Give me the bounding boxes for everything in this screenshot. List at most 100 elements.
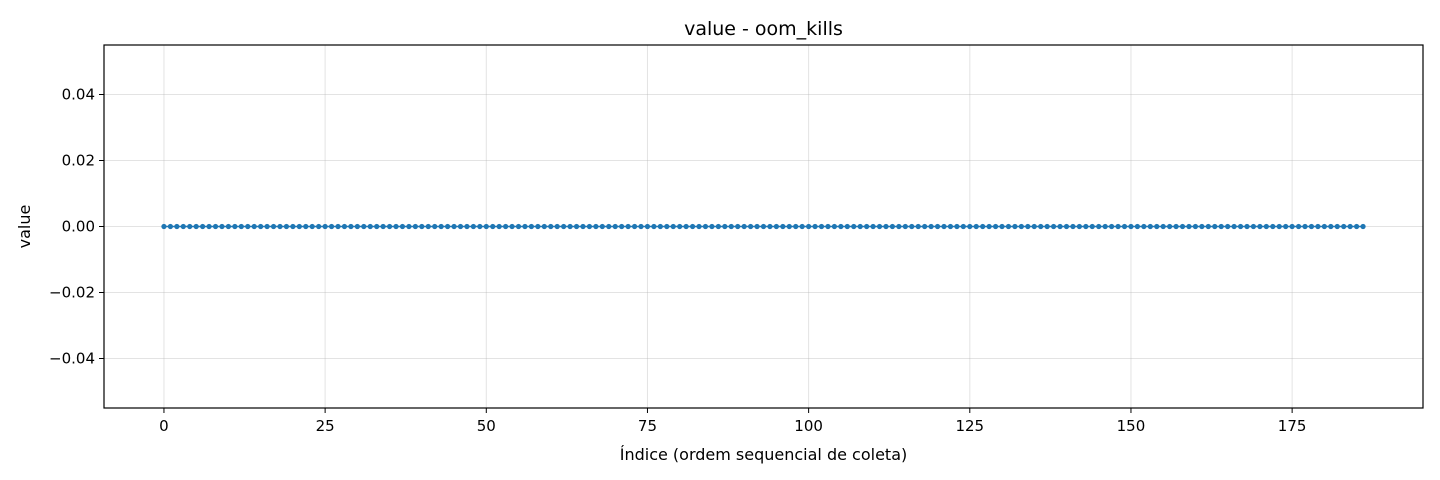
- data-point: [915, 223, 921, 230]
- data-point: [1076, 223, 1082, 230]
- data-point: [1089, 223, 1095, 230]
- data-point: [328, 223, 335, 230]
- data-point: [851, 223, 857, 230]
- data-point: [715, 223, 721, 230]
- data-point: [561, 223, 567, 230]
- data-point: [799, 223, 805, 230]
- data-point: [1186, 223, 1192, 230]
- data-point: [200, 223, 206, 230]
- data-point: [1276, 223, 1282, 230]
- data-point: [270, 223, 277, 230]
- data-point: [1070, 223, 1076, 230]
- data-point: [1225, 223, 1231, 230]
- data-point: [167, 223, 173, 230]
- data-point: [606, 223, 612, 230]
- data-point: [187, 223, 193, 230]
- data-point: [644, 223, 651, 230]
- data-point: [1005, 223, 1012, 230]
- data-point: [496, 223, 502, 230]
- data-point: [219, 223, 225, 230]
- data-point: [883, 223, 889, 230]
- data-point: [967, 223, 973, 230]
- data-point: [386, 223, 393, 230]
- data-point: [812, 223, 818, 230]
- data-point: [702, 223, 709, 230]
- data-point: [309, 223, 315, 230]
- data-point: [1147, 223, 1153, 230]
- data-point: [290, 223, 296, 230]
- data-point: [1018, 223, 1024, 230]
- data-point: [432, 223, 438, 230]
- data-point: [1128, 223, 1134, 230]
- data-point: [818, 223, 825, 230]
- data-point: [1121, 223, 1128, 230]
- data-point: [1360, 223, 1366, 230]
- data-point: [238, 223, 244, 230]
- data-point: [451, 223, 457, 230]
- data-point: [947, 223, 954, 230]
- data-point: [973, 223, 979, 230]
- data-point: [954, 223, 960, 230]
- data-point: [1012, 223, 1018, 230]
- data-point: [960, 223, 966, 230]
- data-point: [361, 223, 367, 230]
- data-point: [580, 223, 586, 230]
- data-point: [806, 223, 812, 230]
- data-point: [728, 223, 734, 230]
- data-point: [277, 223, 283, 230]
- data-point: [986, 223, 992, 230]
- data-point: [1334, 223, 1340, 230]
- data-point: [709, 223, 715, 230]
- data-point: [793, 223, 799, 230]
- data-point: [767, 223, 773, 230]
- x-tick-label: 50: [477, 417, 496, 435]
- data-point: [980, 223, 986, 230]
- data-point: [374, 223, 380, 230]
- data-point: [1115, 223, 1121, 230]
- data-point: [1038, 223, 1044, 230]
- data-point: [909, 223, 915, 230]
- data-point: [857, 223, 863, 230]
- data-point: [264, 223, 270, 230]
- data-point: [1244, 223, 1250, 230]
- data-point: [741, 223, 747, 230]
- data-point: [335, 223, 341, 230]
- data-point: [515, 223, 522, 230]
- data-point: [251, 223, 257, 230]
- data-point: [1173, 223, 1179, 230]
- data-point: [180, 223, 186, 230]
- data-point: [1321, 223, 1327, 230]
- data-point: [870, 223, 876, 230]
- data-point: [1205, 223, 1211, 230]
- data-point: [528, 223, 535, 230]
- data-point: [258, 223, 264, 230]
- data-point: [928, 223, 934, 230]
- data-point: [677, 223, 683, 230]
- data-point: [419, 223, 425, 230]
- data-point: [1231, 223, 1237, 230]
- x-tick-label: 25: [316, 417, 335, 435]
- data-point: [889, 223, 896, 230]
- data-point: [245, 223, 251, 230]
- data-point: [760, 223, 767, 230]
- data-point: [322, 223, 328, 230]
- data-point: [212, 223, 219, 230]
- data-point: [535, 223, 541, 230]
- x-tick-label: 175: [1278, 417, 1307, 435]
- data-point: [664, 223, 670, 230]
- data-point: [1109, 223, 1115, 230]
- data-point: [399, 223, 406, 230]
- data-point: [1289, 223, 1295, 230]
- data-point: [1212, 223, 1218, 230]
- y-axis-title: value: [15, 205, 34, 249]
- x-axis-title: Índice (ordem sequencial de coleta): [620, 445, 908, 464]
- data-point: [193, 223, 199, 230]
- data-point: [1347, 223, 1353, 230]
- data-point: [1031, 223, 1037, 230]
- data-point: [1063, 223, 1070, 230]
- data-point: [303, 223, 309, 230]
- data-point: [1257, 223, 1263, 230]
- data-point: [1270, 223, 1276, 230]
